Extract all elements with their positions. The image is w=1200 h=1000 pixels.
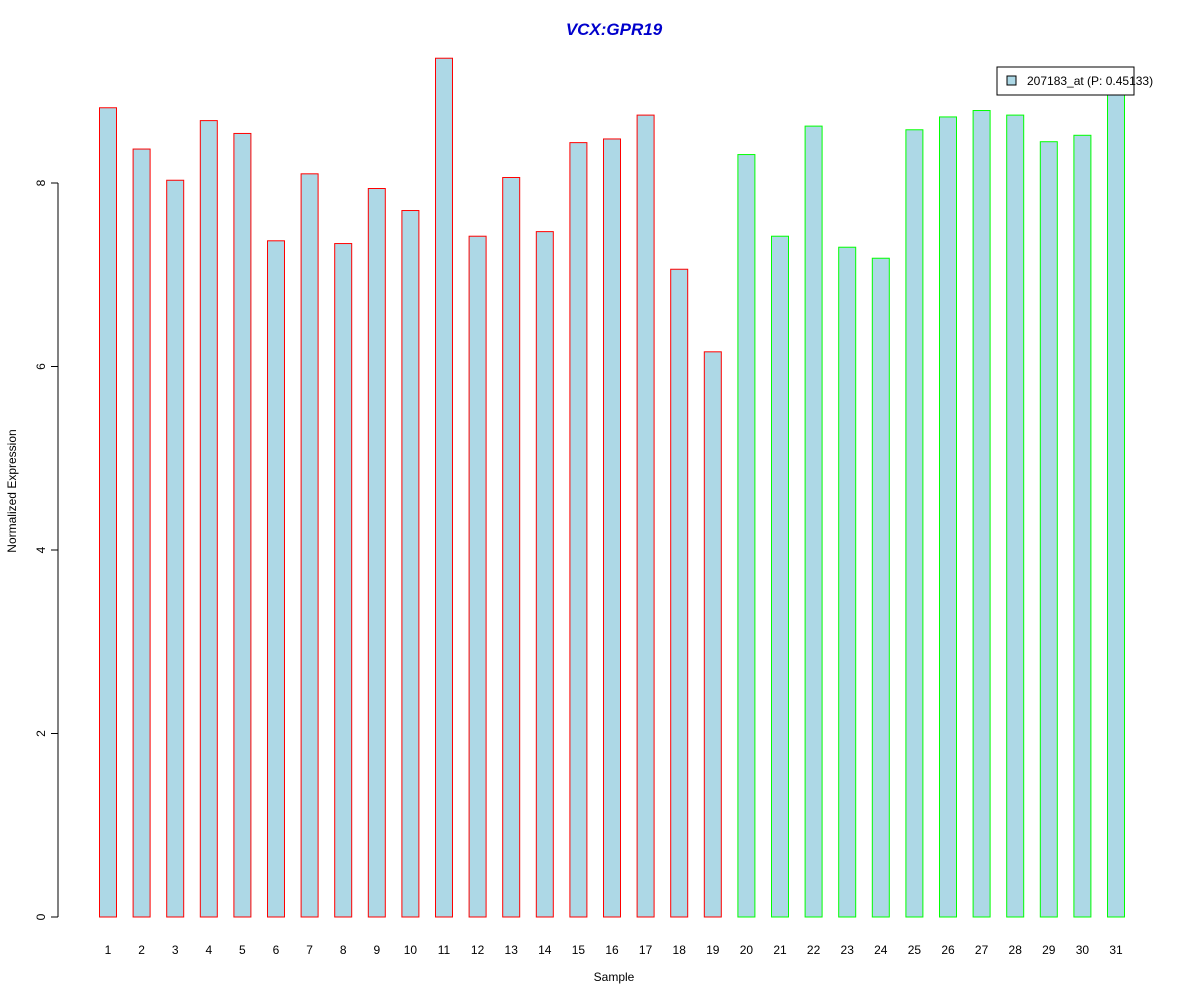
- x-tick-label: 23: [841, 943, 855, 957]
- bar: [267, 240, 285, 918]
- x-tick-label: 16: [605, 943, 619, 957]
- bar: [603, 138, 621, 918]
- y-tick-label: 6: [34, 363, 48, 370]
- bar: [972, 110, 991, 918]
- legend-box: [996, 66, 1135, 96]
- x-tick-label: 6: [273, 943, 280, 957]
- chart-title: VCX:GPR19: [565, 20, 663, 39]
- bar: [771, 235, 789, 918]
- bar: [703, 351, 722, 918]
- x-tick-label: 8: [340, 943, 347, 957]
- x-tick-label: 26: [941, 943, 955, 957]
- legend-label: 207183_at (P: 0.45133): [1027, 74, 1153, 88]
- bar: [1039, 141, 1058, 918]
- x-tick-label: 5: [239, 943, 246, 957]
- x-tick-label: 2: [138, 943, 145, 957]
- bar: [233, 132, 252, 918]
- y-tick-label: 0: [34, 913, 48, 920]
- x-tick-label: 21: [773, 943, 787, 957]
- x-tick-label: 30: [1076, 943, 1090, 957]
- y-axis-title: Normalized Expression: [5, 429, 19, 553]
- x-tick-label: 20: [740, 943, 754, 957]
- x-tick-label: 3: [172, 943, 179, 957]
- bar: [99, 107, 117, 918]
- bar: [435, 57, 453, 918]
- bar: [1006, 114, 1025, 918]
- x-tick-label: 28: [1009, 943, 1023, 957]
- bar: [737, 154, 756, 918]
- x-tick-label: 11: [438, 943, 451, 957]
- bar: [670, 268, 689, 918]
- bar: [871, 257, 890, 918]
- x-tick-label: 29: [1042, 943, 1056, 957]
- x-tick-label: 19: [706, 943, 720, 957]
- bar: [804, 125, 823, 918]
- bar: [535, 231, 554, 918]
- bar: [1073, 134, 1092, 918]
- bar: [468, 235, 487, 918]
- bar: [905, 129, 924, 918]
- x-tick-label: 18: [673, 943, 687, 957]
- legend-swatch: [1006, 75, 1017, 86]
- x-tick-label: 12: [471, 943, 485, 957]
- x-tick-label: 14: [538, 943, 552, 957]
- bar: [401, 210, 420, 918]
- bar: [1107, 90, 1125, 918]
- bar: [569, 142, 588, 918]
- x-tick-label: 13: [505, 943, 519, 957]
- bar: [939, 116, 957, 918]
- x-tick-label: 10: [404, 943, 418, 957]
- bar: [367, 188, 386, 918]
- bar: [502, 176, 521, 918]
- bar: [636, 114, 655, 918]
- x-tick-label: 15: [572, 943, 586, 957]
- bar: [199, 120, 218, 918]
- bar: [132, 148, 151, 918]
- x-tick-label: 1: [105, 943, 112, 957]
- x-tick-label: 7: [306, 943, 313, 957]
- bar: [334, 243, 353, 918]
- y-tick-label: 4: [34, 546, 48, 553]
- x-tick-label: 9: [373, 943, 380, 957]
- bar: [300, 173, 319, 918]
- x-tick-label: 22: [807, 943, 821, 957]
- x-tick-label: 24: [874, 943, 888, 957]
- bar: [838, 246, 857, 918]
- x-tick-label: 31: [1109, 943, 1123, 957]
- bar: [166, 179, 185, 918]
- x-tick-label: 27: [975, 943, 989, 957]
- x-tick-label: 4: [205, 943, 212, 957]
- x-axis-title: Sample: [593, 970, 635, 984]
- y-tick-label: 8: [34, 179, 48, 186]
- y-tick-label: 2: [34, 730, 48, 737]
- x-tick-label: 25: [908, 943, 922, 957]
- x-tick-label: 17: [639, 943, 653, 957]
